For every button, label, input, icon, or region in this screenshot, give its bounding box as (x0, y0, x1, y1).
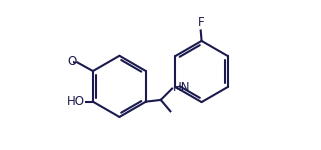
Text: HO: HO (67, 95, 85, 108)
Text: HN: HN (173, 81, 190, 94)
Text: O: O (67, 55, 76, 68)
Text: F: F (197, 16, 204, 29)
